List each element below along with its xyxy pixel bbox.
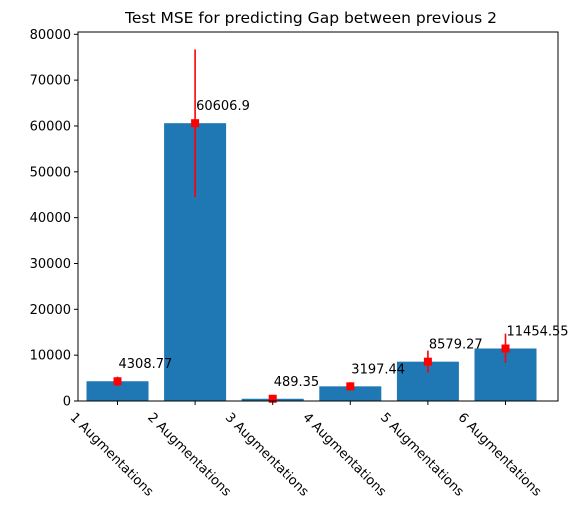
x-tick-label: 4 Augmentations	[299, 410, 389, 500]
y-tick-label: 20000	[30, 303, 71, 318]
plot-frame	[78, 32, 558, 401]
data-label: 3197.44	[351, 362, 405, 377]
x-tick-label: 2 Augmentations	[144, 410, 234, 500]
data-label: 60606.9	[196, 99, 250, 114]
mean-marker	[191, 119, 199, 127]
y-tick-label: 50000	[30, 165, 71, 180]
y-tick-label: 30000	[30, 257, 71, 272]
y-tick-label: 60000	[30, 119, 71, 134]
y-tick-label: 40000	[30, 211, 71, 226]
mean-marker	[346, 382, 354, 390]
data-label: 4308.77	[119, 357, 173, 372]
chart-title: Test MSE for predicting Gap between prev…	[124, 9, 497, 27]
data-label: 489.35	[274, 375, 320, 390]
data-label: 11454.55	[507, 324, 569, 339]
mean-marker	[502, 344, 510, 352]
y-axis: 0 10000 20000 30000 40000 50000 60000 70000 8000…	[30, 28, 78, 410]
data-label: 8579.27	[429, 338, 483, 353]
y-tick-label: 10000	[30, 349, 71, 364]
x-tick-label: 6 Augmentations	[455, 410, 545, 500]
mean-marker	[114, 377, 122, 385]
y-tick-label: 70000	[30, 74, 71, 89]
x-tick-label: 1 Augmentations	[67, 410, 157, 500]
y-tick-label: 0	[63, 395, 71, 410]
y-tick-label: 80000	[30, 28, 71, 43]
mean-marker	[424, 358, 432, 366]
x-tick-label: 5 Augmentations	[377, 410, 467, 500]
x-tick-label: 3 Augmentations	[222, 410, 312, 500]
